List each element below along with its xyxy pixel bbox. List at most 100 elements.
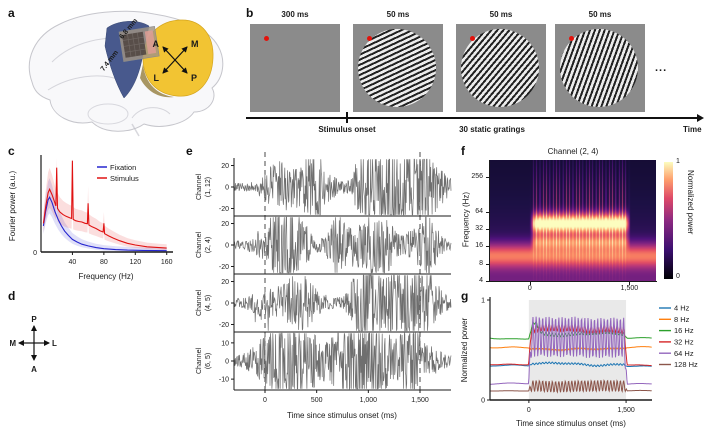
frame-duration: 50 ms (489, 10, 513, 19)
panel-g-power-timecourse: Normalized power Time since stimulus ons… (455, 292, 711, 435)
f-y-tick (486, 177, 489, 179)
e-x-tick-label: 500 (311, 397, 323, 404)
e-y-tick-label: 20 (221, 221, 229, 228)
compass-anterior-label: A (153, 39, 160, 49)
chip-compass: P A M L (10, 315, 57, 374)
grating-patch (560, 29, 638, 107)
e-y-tick-label: -20 (219, 206, 229, 213)
patch-shadow (140, 64, 174, 98)
implant-chip (118, 26, 160, 62)
panel-label-d: d (8, 289, 16, 303)
panel-label-a: a (8, 6, 15, 20)
e-y-tick-label: 0 (225, 184, 229, 191)
c-legend: Fixation Stimulus (97, 163, 139, 183)
e-channel-label: Channel (196, 290, 203, 317)
time-label: Time (683, 125, 702, 134)
e-x-tick-label: 1,500 (411, 397, 429, 404)
g-legend: 4 Hz 8 Hz 16 Hz 32 Hz 64 Hz 128 Hz (659, 304, 698, 369)
f-x-tick (529, 282, 531, 285)
g-x-tick-label: 1,500 (617, 407, 635, 414)
panel-label-b: b (246, 6, 254, 20)
compass-a-label: A (31, 365, 37, 374)
f-y-tick-label: 256 (471, 173, 483, 181)
gratings-count-label: 30 static gratings (459, 125, 525, 134)
panel-b-stimulus-protocol: 300 ms 50 ms 50 ms 50 ms (0, 0, 711, 145)
g-x-axis-label: Time since stimulus onset (ms) (516, 419, 626, 428)
grating-patch (461, 29, 539, 107)
c-series-line (42, 160, 167, 249)
e-channel-coords: (4, 5) (205, 295, 212, 311)
f-y-tick-label: 32 (475, 225, 483, 233)
colorbar (664, 162, 673, 279)
f-y-tick (486, 246, 489, 248)
f-y-spine (489, 160, 490, 282)
c-y-tick-label: 0 (33, 250, 37, 257)
c-y-axis-label: Fourier power (a.u.) (8, 171, 17, 242)
fixation-dot (367, 36, 372, 41)
fixation-dot (264, 36, 269, 41)
compass-posterior-label: P (191, 73, 197, 83)
legend-label: Fixation (110, 163, 136, 172)
compass-l-label: L (52, 339, 57, 348)
f-y-tick (486, 229, 489, 231)
compass-lateral-label: L (154, 73, 160, 83)
g-series-line (490, 316, 652, 385)
legend-label: Stimulus (110, 174, 139, 183)
e-channel-coords: (6, 5) (205, 353, 212, 369)
occipital-patch (142, 19, 214, 97)
stimulus-frame-grating-3: 50 ms (555, 10, 645, 114)
grating-patch (358, 29, 436, 107)
e-channel-label: Channel (196, 348, 203, 375)
compass-medial-label: M (191, 39, 199, 49)
stimulus-screen (250, 24, 340, 112)
ellipsis: ... (655, 62, 668, 74)
c-x-tick-label: 160 (161, 259, 173, 266)
e-y-tick-label: 10 (221, 340, 229, 347)
e-x-axis-label: Time since stimulus onset (ms) (287, 411, 397, 420)
legend-label: 8 Hz (674, 315, 690, 324)
f-x-tick-label: 1,500 (620, 285, 639, 292)
c-x-tick-label: 40 (69, 259, 77, 266)
timeline-arrowhead (697, 114, 704, 122)
f-y-tick (486, 211, 489, 213)
e-y-tick-label: 0 (225, 242, 229, 249)
legend-label: 16 Hz (674, 326, 694, 335)
panel-label-c: c (8, 144, 15, 158)
frame-duration: 50 ms (386, 10, 410, 19)
stimulus-frame-grating-2: 50 ms (456, 10, 546, 114)
f-y-tick-label: 4 (479, 277, 483, 284)
f-x-tick (629, 282, 631, 285)
f-title: Channel (2, 4) (547, 147, 599, 156)
legend-label: 64 Hz (674, 349, 694, 358)
fixation-dot (470, 36, 475, 41)
panel-label-e: e (186, 144, 193, 158)
lfp-traces-chart: Time since stimulus onset (ms) 20 0 -20 Cha… (196, 152, 452, 420)
e-channel-coords: (2, 4) (205, 237, 212, 253)
stimulus-onset-tick (346, 112, 348, 123)
compass-p-label: P (31, 315, 37, 324)
panel-d-chip-photo: P A M L (0, 0) (0, 15) (15, 0) (15, 15) (0, 289, 185, 435)
g-y-tick-label: 0 (481, 398, 485, 405)
f-y-tick (486, 281, 489, 282)
power-timecourse-chart: Normalized power Time since stimulus ons… (460, 297, 698, 428)
legend-label: 128 Hz (674, 360, 698, 369)
e-x-tick-label: 0 (263, 397, 267, 404)
panel-a-brain-diagram: 6.8 mm 7.4 mm A M L P (12, 2, 242, 142)
g-y-tick-label: 1 (481, 298, 485, 305)
orientation-compass (162, 46, 188, 74)
spectrogram-canvas (490, 160, 656, 281)
e-y-tick-label: -20 (219, 322, 229, 329)
f-x-tick-label: 0 (527, 285, 532, 292)
e-y-tick-label: -20 (219, 264, 229, 271)
colorbar-min-label: 0 (676, 273, 680, 280)
e-channel-coords: (1, 12) (205, 177, 212, 197)
g-x-tick-label: 0 (527, 407, 531, 414)
c-plot-area: 40 80 120 160 0 (33, 155, 173, 266)
fixation-dot (569, 36, 574, 41)
f-x-spine (489, 281, 657, 282)
e-channel-label: Channel (196, 232, 203, 259)
legend-label: 32 Hz (674, 338, 694, 347)
e-x-tick-label: 1,000 (360, 397, 378, 404)
panel-label-g: g (461, 289, 469, 303)
